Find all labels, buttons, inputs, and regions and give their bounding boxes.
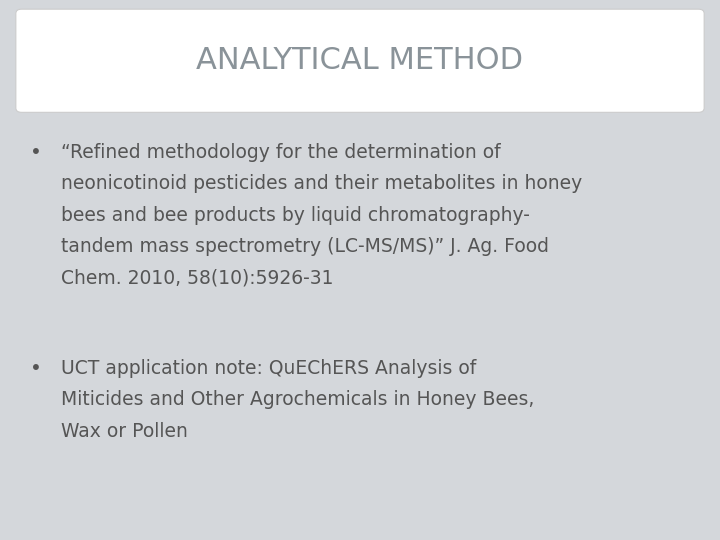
Text: Miticides and Other Agrochemicals in Honey Bees,: Miticides and Other Agrochemicals in Hon… (61, 390, 534, 409)
Text: bees and bee products by liquid chromatography-: bees and bee products by liquid chromato… (61, 206, 530, 225)
FancyBboxPatch shape (16, 9, 704, 112)
Text: “Refined methodology for the determination of: “Refined methodology for the determinati… (61, 143, 501, 162)
Text: Chem. 2010, 58(10):5926-31: Chem. 2010, 58(10):5926-31 (61, 268, 333, 287)
Text: neonicotinoid pesticides and their metabolites in honey: neonicotinoid pesticides and their metab… (61, 174, 582, 193)
Text: tandem mass spectrometry (LC-MS/MS)” J. Ag. Food: tandem mass spectrometry (LC-MS/MS)” J. … (61, 237, 549, 256)
Text: Wax or Pollen: Wax or Pollen (61, 422, 188, 441)
Text: •: • (30, 359, 42, 378)
Text: •: • (30, 143, 42, 162)
Text: ANALYTICAL METHOD: ANALYTICAL METHOD (197, 46, 523, 75)
Text: UCT application note: QuEChERS Analysis of: UCT application note: QuEChERS Analysis … (61, 359, 477, 378)
